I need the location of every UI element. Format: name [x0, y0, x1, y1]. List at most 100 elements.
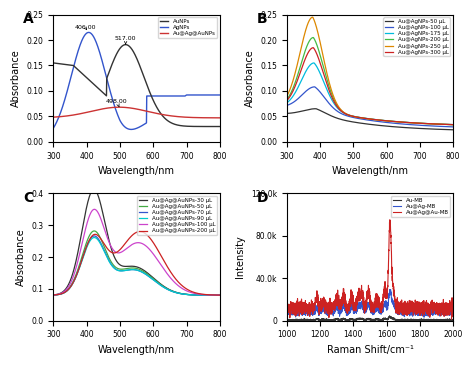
- Au@Ag@Au-MB: [450, 309, 456, 313]
- Au@Ag@Au-MB: [365, 292, 371, 296]
- Au@Ag-MB: [284, 310, 290, 314]
- Au@Ag@AuNPs-70 μL: [126, 268, 132, 272]
- Au@Ag@AuNPs-70 μL: [51, 293, 56, 297]
- Au@AgNPs-300 μL: [410, 121, 415, 125]
- Au@AgNPs-100 μL: [359, 117, 365, 122]
- Au@Ag@AuNPs-70 μL: [149, 276, 155, 281]
- Y-axis label: Absorbance: Absorbance: [245, 49, 255, 107]
- Au@Ag@AuNPs-70 μL: [162, 286, 168, 290]
- Au@AgNPs-300 μL: [310, 45, 316, 50]
- Au-MB: [365, 317, 371, 321]
- Line: Au@Ag@AuNPs-90 μL: Au@Ag@AuNPs-90 μL: [54, 238, 220, 295]
- Au@Ag@AuNPs: [93, 108, 99, 112]
- Legend: Au@AgNPs-50 μL, Au@AgNPs-100 μL, Au@AgNPs-175 μL, Au@AgNPs-200 μL, Au@AgNPs-250 : Au@AgNPs-50 μL, Au@AgNPs-100 μL, Au@AgNP…: [383, 18, 450, 56]
- Au@Ag@AuNPs-50 μL: [176, 291, 182, 295]
- Au@AgNPs-100 μL: [312, 85, 318, 89]
- Au@AgNPs-250 μL: [410, 121, 415, 125]
- Au@AgNPs-300 μL: [284, 98, 290, 103]
- Au@Ag@AuNPs-90 μL: [217, 293, 223, 297]
- Au@Ag@AuNPs: [51, 115, 56, 119]
- Au-MB: [415, 318, 421, 323]
- Au-MB: [446, 318, 451, 322]
- Au@Ag@AuNPs-70 μL: [80, 255, 86, 259]
- Au@AgNPs-175 μL: [311, 61, 317, 65]
- Au@AgNPs-175 μL: [327, 94, 333, 98]
- Line: Au@AgNPs-300 μL: Au@AgNPs-300 μL: [287, 48, 453, 125]
- Au@AgNPs-200 μL: [383, 119, 388, 123]
- Au@Ag-MB: [292, 309, 298, 314]
- Au@AgNPs-200 μL: [395, 120, 401, 124]
- Au@AgNPs-50 μL: [410, 126, 415, 130]
- Au@Ag@Au-MB: [292, 303, 298, 307]
- Line: AgNPs: AgNPs: [54, 33, 220, 130]
- Au@AgNPs-250 μL: [383, 119, 388, 123]
- Line: Au@Ag-MB: Au@Ag-MB: [287, 290, 453, 317]
- AgNPs: [149, 94, 155, 98]
- Au@Ag@AuNPs-100 μL: [149, 250, 155, 254]
- Au@AgNPs-100 μL: [284, 103, 290, 108]
- Au@Ag@Au-MB: [449, 317, 455, 321]
- Y-axis label: Absorbance: Absorbance: [11, 49, 21, 107]
- Au@AgNPs-175 μL: [314, 64, 319, 68]
- Au@Ag@AuNPs-100 μL: [51, 293, 56, 297]
- Au@Ag@Au-MB: [415, 304, 421, 308]
- X-axis label: Raman Shift/cm⁻¹: Raman Shift/cm⁻¹: [327, 345, 413, 355]
- Au@AgNPs-50 μL: [395, 125, 401, 129]
- Au@Ag@AuNPs-30 μL: [162, 285, 168, 289]
- Au@AgNPs-250 μL: [284, 94, 290, 98]
- Au@Ag@AuNPs-100 μL: [93, 208, 99, 213]
- Au@AgNPs-50 μL: [383, 124, 388, 128]
- AuNPs: [93, 84, 99, 89]
- Line: Au@Ag@AuNPs-100 μL: Au@Ag@AuNPs-100 μL: [54, 209, 220, 295]
- Au@AgNPs-100 μL: [327, 102, 333, 107]
- Au@Ag@AuNPs-50 μL: [126, 266, 132, 270]
- Au@AgNPs-200 μL: [359, 116, 365, 120]
- X-axis label: Wavelength/nm: Wavelength/nm: [98, 166, 175, 176]
- Au@Ag@AuNPs-30 μL: [93, 190, 99, 194]
- Text: 406.00: 406.00: [74, 25, 96, 30]
- AuNPs: [51, 61, 56, 65]
- Au@AgNPs-300 μL: [314, 51, 319, 56]
- AuNPs: [123, 42, 128, 47]
- Line: Au-MB: Au-MB: [287, 316, 453, 321]
- Au@AgNPs-50 μL: [450, 128, 456, 132]
- Line: Au@Ag@AuNPs: Au@Ag@AuNPs: [54, 107, 220, 118]
- Au@Ag@Au-MB: [446, 303, 451, 308]
- Au@Ag@AuNPs-100 μL: [176, 284, 182, 288]
- Au@AgNPs-50 μL: [314, 107, 319, 111]
- Au@AgNPs-250 μL: [450, 123, 456, 127]
- AgNPs: [126, 127, 132, 131]
- AuNPs: [176, 123, 182, 127]
- Line: AuNPs: AuNPs: [54, 45, 220, 127]
- Au@Ag@AuNPs-30 μL: [176, 291, 182, 295]
- Au@Ag@AuNPs-90 μL: [51, 293, 56, 297]
- X-axis label: Wavelength/nm: Wavelength/nm: [331, 166, 409, 176]
- Au@Ag@AuNPs-200 μL: [137, 229, 143, 234]
- Au@AgNPs-175 μL: [284, 101, 290, 105]
- Au@AgNPs-100 μL: [410, 123, 415, 127]
- Line: Au@AgNPs-175 μL: Au@AgNPs-175 μL: [287, 63, 453, 124]
- Y-axis label: Absorbance: Absorbance: [16, 228, 26, 286]
- AgNPs: [93, 41, 99, 45]
- Text: C: C: [23, 191, 34, 205]
- AgNPs: [162, 94, 168, 98]
- Au@Ag@AuNPs-70 μL: [176, 291, 182, 295]
- Au@Ag@AuNPs-100 μL: [80, 238, 86, 242]
- Y-axis label: Intensity: Intensity: [236, 236, 246, 279]
- Au@Ag@AuNPs-100 μL: [217, 293, 223, 297]
- Au@Ag@AuNPs-90 μL: [176, 291, 182, 295]
- Au@AgNPs-250 μL: [327, 83, 333, 87]
- Line: Au@AgNPs-200 μL: Au@AgNPs-200 μL: [287, 37, 453, 125]
- Au@Ag@AuNPs-200 μL: [126, 237, 131, 241]
- Text: A: A: [23, 12, 34, 26]
- Legend: Au@Ag@AuNPs-30 μL, Au@Ag@AuNPs-50 μL, Au@Ag@AuNPs-70 μL, Au@Ag@AuNPs-90 μL, Au@A: Au@Ag@AuNPs-30 μL, Au@Ag@AuNPs-50 μL, Au…: [137, 196, 217, 235]
- Au@AgNPs-100 μL: [395, 122, 401, 126]
- Au@AgNPs-250 μL: [359, 116, 365, 120]
- AuNPs: [217, 124, 223, 129]
- Au@Ag@AuNPs: [162, 113, 168, 117]
- Au@AgNPs-200 μL: [310, 35, 316, 40]
- Au@AgNPs-300 μL: [359, 116, 365, 120]
- Au@Ag@AuNPs-30 μL: [217, 293, 223, 297]
- Au@Ag-MB: [450, 309, 456, 313]
- Au@Ag-MB: [446, 312, 451, 317]
